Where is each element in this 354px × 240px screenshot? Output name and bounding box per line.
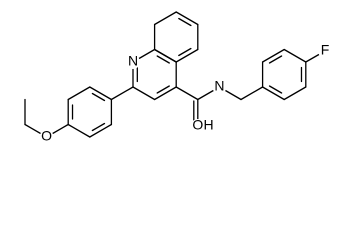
bond [132,86,156,101]
bond [178,47,192,57]
label-mask [190,119,205,133]
label-mask [318,44,332,58]
atom-labels: N N O H O F [39,42,332,144]
bond [261,48,285,63]
atom-label: N [214,78,224,94]
atom-label: F [321,42,330,58]
bond [261,86,285,101]
label-mask [126,55,140,69]
bond [153,11,177,26]
label-mask [39,130,54,144]
atom-label: O [192,117,203,133]
bond [153,86,177,101]
bond [268,55,283,64]
bond [175,86,199,101]
bond [283,48,307,63]
bond [178,17,192,27]
bond [156,85,170,94]
bond [67,86,91,101]
label-mask [212,80,227,94]
bonds [24,11,326,138]
atom-label: H [203,117,213,133]
bond [91,122,106,132]
bond [268,85,283,94]
bond [67,123,91,138]
atom-label: O [41,128,52,144]
bond [89,86,113,101]
bond [175,11,199,26]
bond [89,123,113,138]
atom-label: N [128,53,138,69]
bond [175,48,199,63]
bond [240,86,264,101]
bond [91,92,106,102]
bond [283,86,307,101]
bond [156,55,170,64]
bond [153,48,177,63]
bond [110,86,134,101]
molecule-diagram: N N O H O F [24,11,332,144]
